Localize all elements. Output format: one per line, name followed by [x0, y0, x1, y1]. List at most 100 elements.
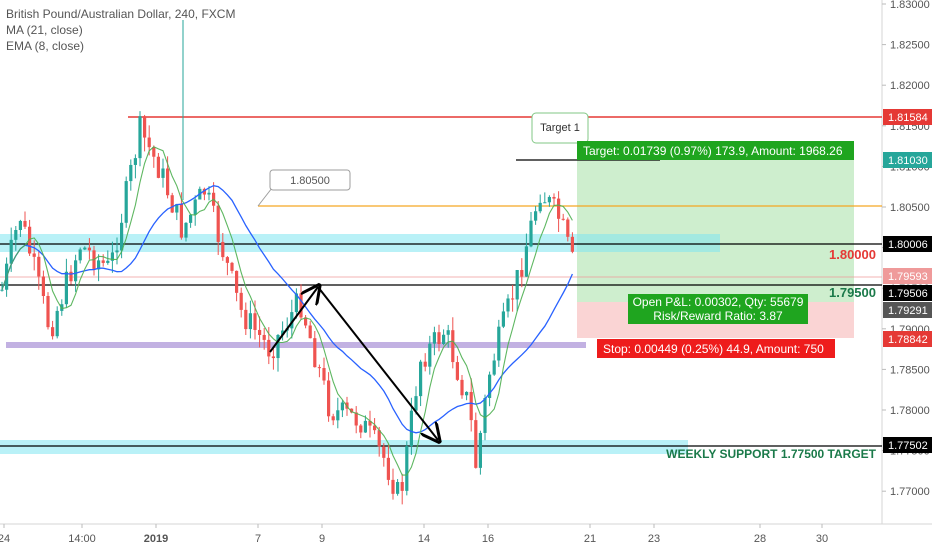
- candle-body: [202, 188, 206, 195]
- candle-body: [244, 309, 248, 330]
- candle-body: [101, 260, 105, 263]
- candle-body: [570, 236, 574, 252]
- price-tag-label: 1.79291: [888, 305, 928, 317]
- candle-body: [271, 356, 275, 359]
- candle-body: [446, 330, 450, 335]
- candle-body: [110, 252, 114, 261]
- time-axis[interactable]: 24 14:00 2019 7 9 14 16 21 23 28 30: [0, 524, 828, 545]
- candle-body: [469, 391, 473, 421]
- candle-body: [478, 432, 482, 468]
- pnl-line2: Risk/Reward Ratio: 3.87: [653, 309, 783, 323]
- candle-body: [506, 298, 510, 312]
- price-tag: [883, 152, 932, 168]
- candle-body: [455, 362, 459, 380]
- candle-body: [23, 220, 27, 227]
- price-tick-label: 1.78000: [890, 405, 930, 417]
- candle-body: [235, 270, 239, 293]
- target-info-text: Target: 0.01739 (0.97%) 173.9, Amount: 1…: [583, 144, 843, 158]
- candle-body: [501, 311, 505, 327]
- candle-body: [262, 334, 266, 340]
- candle-body: [216, 205, 220, 242]
- price-tag: [883, 268, 932, 284]
- candle-body: [308, 325, 312, 339]
- candle-body: [276, 334, 280, 359]
- candle-body: [14, 230, 18, 240]
- level-180000-label: 1.80000: [829, 247, 876, 262]
- candle-body: [561, 218, 565, 220]
- candle-body: [515, 270, 519, 300]
- price-tag: [883, 109, 932, 125]
- price-tick-label: 1.78500: [890, 364, 930, 376]
- candle-body: [524, 246, 528, 277]
- candle-body: [396, 482, 400, 494]
- time-tick-label: 23: [648, 533, 660, 545]
- candle-body: [143, 116, 147, 138]
- price-tag: [883, 285, 932, 301]
- candle-body: [373, 425, 377, 431]
- price-tags: 1.81584 1.81030 1.80006 1.79593 1.79506 1.792…: [883, 109, 932, 453]
- candle-body: [327, 380, 331, 417]
- candle-body: [175, 204, 179, 213]
- candle-body: [451, 330, 455, 363]
- ema-line: [1, 146, 573, 476]
- time-tick-label: 7: [255, 533, 261, 545]
- candle-body: [465, 391, 469, 396]
- candle-body: [9, 239, 13, 264]
- candle-body: [488, 374, 492, 398]
- time-tick-label: 9: [319, 533, 325, 545]
- candles-group: [0, 20, 574, 505]
- candle-body: [41, 276, 45, 296]
- candle-body: [32, 253, 36, 257]
- target-info-box[interactable]: [577, 141, 854, 160]
- candle-body: [428, 343, 432, 367]
- candle-body: [400, 482, 404, 491]
- candle-body: [248, 313, 252, 330]
- candle-body: [170, 195, 174, 213]
- candle-body: [69, 271, 73, 282]
- down-arrow[interactable]: [317, 286, 438, 440]
- callout-180500[interactable]: [269, 169, 351, 191]
- candle-body: [336, 410, 340, 421]
- resistance-band: [0, 234, 720, 252]
- candle-body: [432, 332, 436, 344]
- stop-info-box[interactable]: [597, 339, 835, 358]
- candle-body: [281, 330, 285, 335]
- target1-callout[interactable]: [531, 112, 589, 144]
- candle-body: [405, 446, 409, 491]
- indicator-ema[interactable]: EMA (8, close): [6, 39, 85, 53]
- candle-body: [267, 339, 271, 357]
- purple-band: [6, 342, 586, 348]
- candle-body: [51, 327, 55, 337]
- candle-body: [294, 293, 298, 313]
- callout-pointer: [257, 187, 273, 207]
- stop-info-text: Stop: 0.00449 (0.25%) 44.9, Amount: 750: [603, 342, 824, 356]
- candle-body: [161, 168, 165, 178]
- candle-body: [87, 247, 91, 251]
- price-tick-label: 1.80500: [890, 202, 930, 214]
- candle-body: [74, 260, 78, 282]
- price-tag: [883, 331, 932, 347]
- time-tick-label: 14: [418, 533, 430, 545]
- indicator-ma[interactable]: MA (21, close): [6, 23, 83, 37]
- price-tag-label: 1.81584: [888, 112, 928, 124]
- candle-body: [225, 257, 229, 263]
- candle-body: [18, 220, 22, 231]
- candle-body: [207, 192, 211, 195]
- candle-body: [386, 457, 390, 480]
- candle-body: [64, 271, 68, 305]
- price-tag: [883, 302, 932, 318]
- candle-body: [166, 168, 170, 196]
- symbol-title[interactable]: British Pound/Australian Dollar, 240, FX…: [6, 7, 236, 21]
- target1-label: Target 1: [540, 122, 580, 134]
- candle-body: [230, 262, 234, 271]
- candle-body: [193, 199, 197, 215]
- candle-body: [547, 196, 551, 203]
- pnl-box[interactable]: [628, 294, 808, 324]
- price-tag-label: 1.81030: [888, 155, 928, 167]
- candle-body: [129, 164, 133, 182]
- candle-body: [566, 219, 570, 237]
- candle-body: [520, 270, 524, 277]
- up-arrow[interactable]: [269, 287, 318, 353]
- callout-180500-text: 1.80500: [290, 175, 330, 187]
